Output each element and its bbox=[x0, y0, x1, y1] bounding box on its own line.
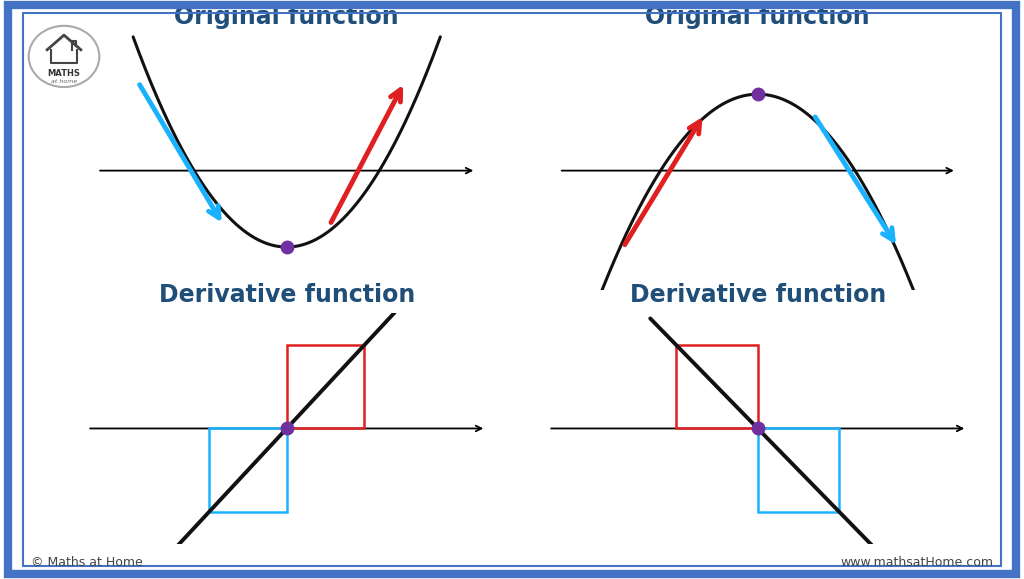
Text: MATHS: MATHS bbox=[47, 68, 81, 78]
Title: Derivative function: Derivative function bbox=[630, 283, 886, 306]
Text: at home: at home bbox=[51, 79, 77, 85]
Title: Original function: Original function bbox=[174, 5, 399, 28]
Bar bbox=[287, 345, 365, 428]
Bar bbox=[758, 428, 840, 512]
Bar bbox=[676, 345, 758, 428]
Title: Original function: Original function bbox=[645, 5, 870, 28]
Title: Derivative function: Derivative function bbox=[159, 283, 415, 306]
Text: © Maths at Home: © Maths at Home bbox=[31, 556, 142, 569]
Bar bbox=[209, 428, 287, 512]
Text: www.mathsatHome.com: www.mathsatHome.com bbox=[841, 556, 993, 569]
